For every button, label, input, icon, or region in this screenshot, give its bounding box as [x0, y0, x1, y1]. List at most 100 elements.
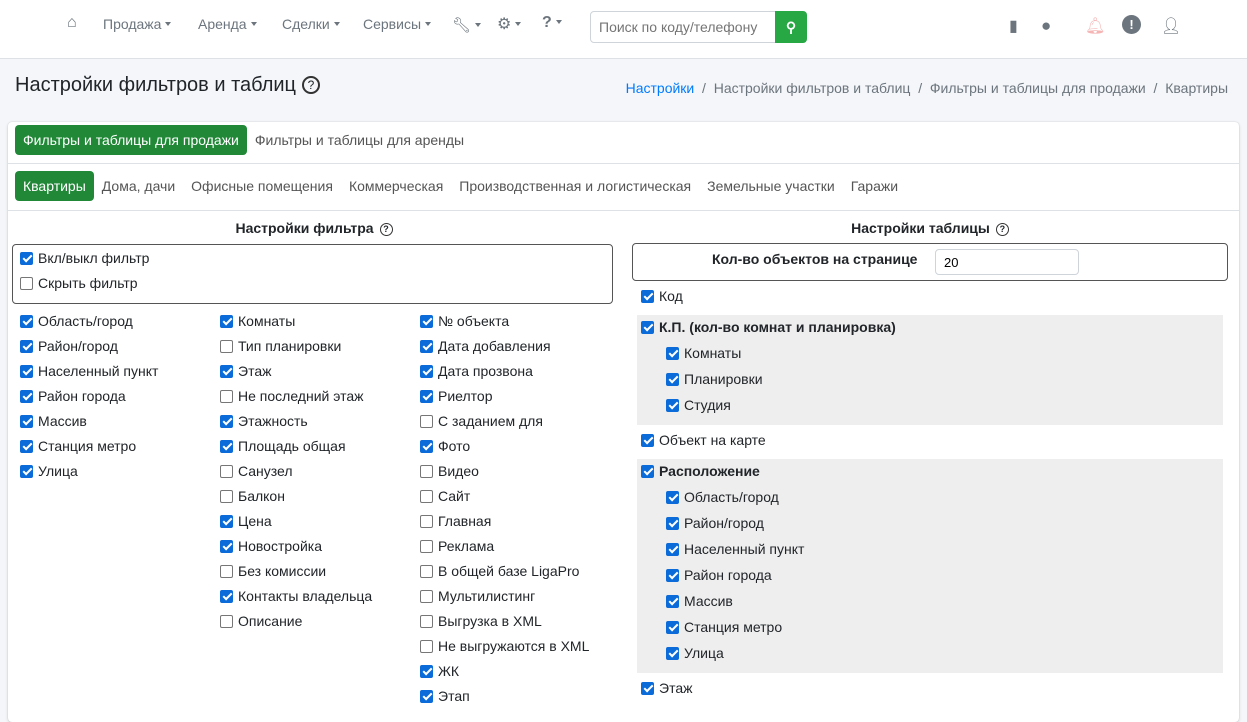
checkbox[interactable]: [420, 389, 433, 403]
checkbox[interactable]: [220, 389, 233, 403]
bell-icon[interactable]: 🔔︎: [1085, 18, 1106, 35]
tab-item[interactable]: Дома, дачи: [101, 178, 176, 194]
checkbox[interactable]: [20, 414, 33, 428]
checkbox-item[interactable]: Массив: [20, 411, 87, 431]
checkbox-item[interactable]: Дата прозвона: [420, 361, 533, 381]
checkbox[interactable]: [220, 614, 233, 628]
checkbox-item[interactable]: ЖК: [420, 661, 459, 681]
nav-rent[interactable]: Аренда: [198, 16, 257, 32]
checkbox-item[interactable]: Сайт: [420, 486, 470, 506]
chat-icon[interactable]: ●: [1041, 16, 1052, 35]
checkbox-item[interactable]: Район/город: [666, 513, 764, 533]
book-icon[interactable]: ▮: [1009, 18, 1018, 35]
checkbox-item[interactable]: Реклама: [420, 536, 494, 556]
help-icon[interactable]: ?: [379, 223, 393, 236]
checkbox[interactable]: [220, 414, 233, 428]
checkbox-item[interactable]: Не последний этаж: [220, 386, 363, 406]
checkbox-item[interactable]: Риелтор: [420, 386, 492, 406]
checkbox[interactable]: [20, 276, 33, 290]
checkbox-item[interactable]: Балкон: [220, 486, 285, 506]
checkbox[interactable]: [220, 539, 233, 553]
checkbox-item[interactable]: Видео: [420, 461, 479, 481]
tab-item[interactable]: Квартиры: [15, 171, 94, 201]
checkbox[interactable]: [220, 564, 233, 578]
checkbox[interactable]: [220, 589, 233, 603]
tab-item[interactable]: Гаражи: [850, 178, 899, 194]
checkbox-item[interactable]: Улица: [20, 461, 78, 481]
checkbox-item[interactable]: Населенный пункт: [20, 361, 158, 381]
checkbox[interactable]: [20, 389, 33, 403]
breadcrumb-filters[interactable]: Настройки фильтров и таблиц: [713, 80, 911, 96]
checkbox-item[interactable]: Этаж: [220, 361, 271, 381]
checkbox-item[interactable]: С заданием для: [420, 411, 543, 431]
nav-sale[interactable]: Продажа: [103, 16, 171, 32]
checkbox[interactable]: [20, 464, 33, 478]
checkbox[interactable]: [666, 620, 679, 634]
checkbox-item[interactable]: Санузел: [220, 461, 293, 481]
per-page-input[interactable]: [935, 249, 1079, 275]
checkbox-item[interactable]: Скрыть фильтр: [20, 273, 138, 293]
checkbox-item[interactable]: Этап: [420, 686, 470, 706]
checkbox[interactable]: [420, 589, 433, 603]
checkbox[interactable]: [420, 339, 433, 353]
checkbox-item[interactable]: К.П. (кол-во комнат и планировка): [641, 317, 896, 337]
checkbox-item[interactable]: Комнаты: [220, 311, 295, 331]
checkbox-item[interactable]: Район города: [666, 565, 772, 585]
tab-item[interactable]: Офисные помещения: [191, 178, 333, 194]
wrench-icon[interactable]: 🔧︎: [452, 16, 481, 34]
checkbox-item[interactable]: Главная: [420, 511, 491, 531]
checkbox-item[interactable]: Выгрузка в XML: [420, 611, 542, 631]
checkbox[interactable]: [220, 489, 233, 503]
checkbox-item[interactable]: Расположение: [641, 461, 760, 481]
checkbox[interactable]: [641, 289, 654, 303]
nav-services[interactable]: Сервисы: [363, 16, 431, 32]
checkbox[interactable]: [420, 414, 433, 428]
checkbox-item[interactable]: Область/город: [666, 487, 779, 507]
checkbox[interactable]: [666, 398, 679, 412]
checkbox[interactable]: [220, 464, 233, 478]
checkbox-item[interactable]: Тип планировки: [220, 336, 341, 356]
checkbox[interactable]: [420, 664, 433, 678]
checkbox[interactable]: [666, 646, 679, 660]
checkbox-item[interactable]: Этажность: [220, 411, 308, 431]
checkbox[interactable]: [20, 339, 33, 353]
checkbox-item[interactable]: Код: [641, 286, 683, 306]
help-icon[interactable]: ?: [995, 223, 1009, 236]
help-icon[interactable]: ?: [302, 76, 321, 94]
checkbox[interactable]: [220, 514, 233, 528]
checkbox-item[interactable]: Новостройка: [220, 536, 322, 556]
checkbox-item[interactable]: В общей базе LigaPro: [420, 561, 579, 581]
checkbox-item[interactable]: № объекта: [420, 311, 509, 331]
checkbox-item[interactable]: Контакты владельца: [220, 586, 372, 606]
breadcrumb-sale[interactable]: Фильтры и таблицы для продажи: [929, 80, 1146, 96]
checkbox[interactable]: [666, 516, 679, 530]
checkbox-item[interactable]: Площадь общая: [220, 436, 346, 456]
checkbox[interactable]: [420, 539, 433, 553]
gear-icon[interactable]: ⚙: [497, 14, 521, 34]
checkbox[interactable]: [666, 542, 679, 556]
checkbox-item[interactable]: Район/город: [20, 336, 118, 356]
checkbox-item[interactable]: Комнаты: [666, 343, 741, 363]
checkbox[interactable]: [641, 464, 654, 478]
tab-item[interactable]: Фильтры и таблицы для аренды: [254, 132, 465, 148]
checkbox[interactable]: [666, 372, 679, 386]
checkbox-item[interactable]: Фото: [420, 436, 470, 456]
checkbox-item[interactable]: Не выгружаются в XML: [420, 636, 589, 656]
checkbox[interactable]: [20, 251, 33, 265]
checkbox-item[interactable]: Объект на карте: [641, 430, 766, 450]
tab-item[interactable]: Производственная и логистическая: [459, 178, 692, 194]
breadcrumb-settings[interactable]: Настройки: [625, 80, 695, 96]
checkbox-item[interactable]: Дата добавления: [420, 336, 551, 356]
checkbox[interactable]: [20, 439, 33, 453]
checkbox-item[interactable]: Населенный пункт: [666, 539, 804, 559]
checkbox-item[interactable]: Студия: [666, 395, 731, 415]
search-button[interactable]: ⚲: [775, 11, 807, 43]
checkbox[interactable]: [641, 681, 654, 695]
checkbox-item[interactable]: Массив: [666, 591, 733, 611]
search-input[interactable]: [590, 11, 776, 43]
checkbox[interactable]: [666, 490, 679, 504]
checkbox-item[interactable]: Планировки: [666, 369, 763, 389]
checkbox[interactable]: [20, 364, 33, 378]
checkbox-item[interactable]: Вкл/выкл фильтр: [20, 248, 149, 268]
checkbox[interactable]: [420, 689, 433, 703]
